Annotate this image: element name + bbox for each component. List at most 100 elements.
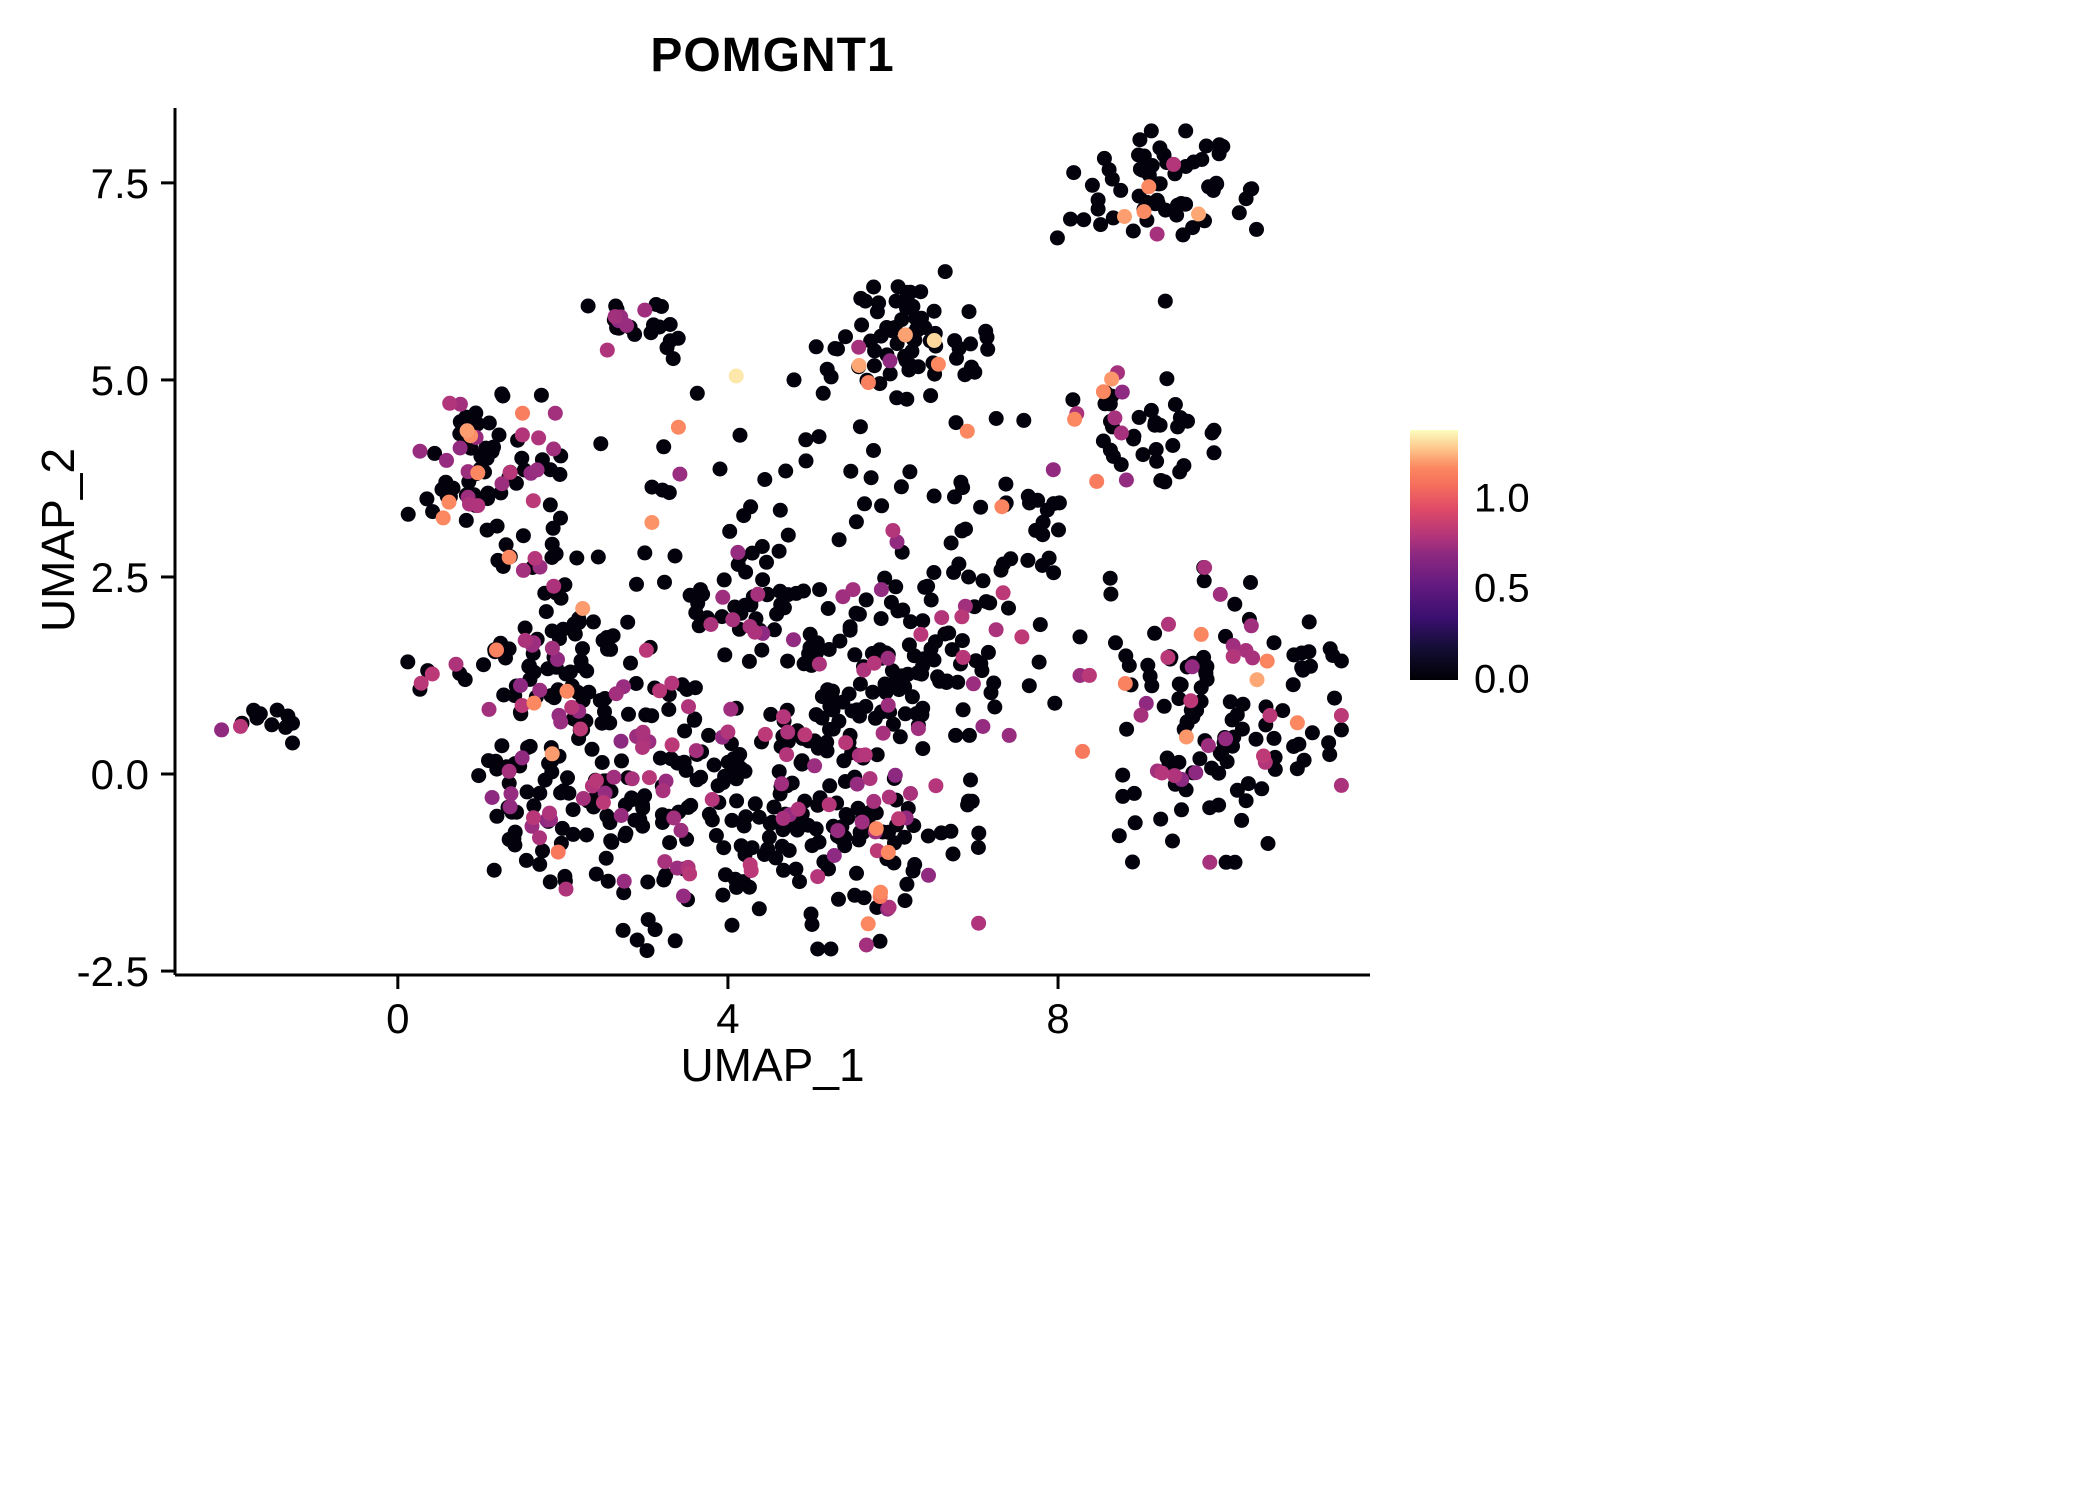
data-point (1167, 768, 1183, 784)
data-point (831, 891, 846, 907)
data-point (526, 695, 542, 711)
data-point (682, 866, 698, 882)
data-point (676, 888, 691, 904)
data-point (691, 618, 707, 634)
data-point (1084, 177, 1100, 193)
data-point (515, 405, 530, 421)
data-point (915, 658, 931, 674)
data-point (797, 727, 813, 743)
data-point (703, 617, 719, 632)
data-point (1171, 754, 1187, 770)
data-point (544, 746, 560, 762)
data-point (776, 709, 791, 725)
data-point (635, 724, 651, 740)
data-point (983, 685, 999, 701)
data-point (1149, 226, 1165, 242)
data-point (732, 427, 748, 443)
data-point (1321, 735, 1337, 751)
data-point (1212, 586, 1228, 602)
data-point (822, 778, 838, 794)
data-point (704, 812, 720, 828)
data-point (937, 264, 953, 280)
data-point (613, 733, 629, 749)
data-point (780, 724, 796, 740)
data-point (716, 572, 732, 588)
data-point (988, 411, 1004, 426)
data-point (585, 614, 601, 630)
x-axis-label: UMAP_1 (680, 1039, 865, 1091)
data-point (899, 300, 914, 316)
data-point (1031, 654, 1047, 670)
data-point (573, 653, 589, 669)
data-point (887, 767, 903, 783)
data-point (1243, 575, 1258, 590)
data-point (1208, 175, 1224, 191)
data-point (779, 747, 795, 763)
data-point (865, 684, 881, 700)
data-point (616, 873, 632, 889)
data-point (647, 922, 663, 938)
data-point (533, 387, 549, 403)
data-point (854, 317, 870, 333)
data-point (1135, 447, 1151, 463)
data-point (619, 318, 635, 333)
data-point (588, 866, 604, 882)
data-point (545, 520, 561, 536)
y-tick-label: 0.0 (91, 751, 149, 798)
data-point (796, 583, 811, 599)
data-point (715, 887, 731, 903)
data-point (930, 356, 946, 372)
data-point (1125, 854, 1140, 870)
data-point (975, 573, 991, 589)
data-point (1144, 678, 1160, 694)
data-point (565, 826, 581, 842)
data-point (903, 358, 919, 374)
data-point (766, 799, 782, 815)
data-point (1067, 411, 1083, 427)
data-point (1165, 833, 1180, 849)
data-point (513, 678, 528, 693)
data-point (616, 885, 632, 901)
data-point (1117, 209, 1132, 224)
data-point (945, 846, 961, 862)
data-point (1136, 204, 1152, 220)
data-point (881, 899, 897, 915)
data-point (900, 666, 916, 682)
data-point (838, 329, 853, 345)
data-point (1021, 678, 1037, 694)
data-point (1242, 181, 1258, 197)
data-point (897, 679, 913, 695)
data-point (608, 686, 624, 702)
data-point (543, 688, 559, 704)
data-point (775, 822, 791, 838)
data-point (881, 678, 896, 694)
data-point (998, 476, 1014, 492)
data-point (901, 637, 917, 653)
data-point (1140, 657, 1156, 673)
data-point (652, 683, 668, 699)
data-point (1238, 793, 1254, 809)
data-point (662, 835, 678, 851)
data-point (866, 279, 882, 295)
colorbar-gradient (1410, 430, 1458, 680)
data-point (542, 805, 557, 821)
data-point (897, 327, 913, 343)
data-point (755, 572, 771, 588)
data-point (904, 343, 920, 359)
data-point (1204, 760, 1220, 776)
data-point (857, 747, 873, 763)
data-point (812, 582, 828, 598)
data-point (439, 452, 454, 468)
data-point (1322, 641, 1338, 657)
data-point (535, 843, 550, 859)
data-point (988, 622, 1004, 638)
data-point (857, 496, 872, 512)
data-point (494, 476, 510, 492)
data-point (810, 941, 826, 957)
data-point (830, 823, 846, 839)
data-point (1161, 616, 1176, 632)
data-point (644, 708, 660, 724)
data-point (458, 512, 474, 528)
data-point (750, 586, 766, 602)
data-point (1285, 677, 1301, 693)
